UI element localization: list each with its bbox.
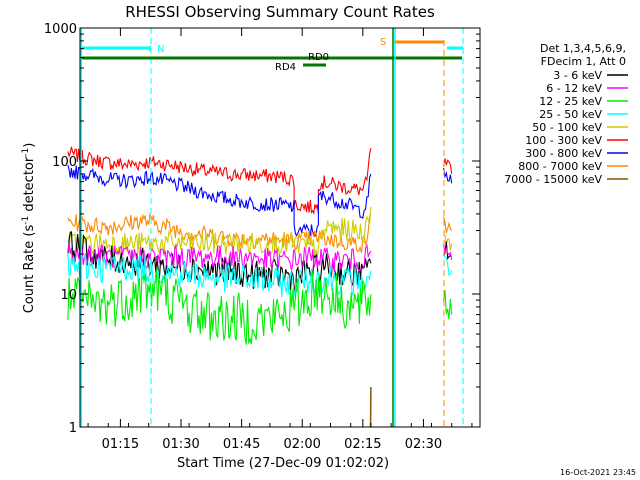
series-7-segment-0 [67, 268, 372, 345]
series-7-segment-1 [443, 290, 453, 320]
y-axis: 1 10 100 1000 [44, 22, 480, 436]
legend-label-0: 3 - 6 keV [553, 69, 602, 82]
x-tick-label-1: 01:30 [162, 437, 199, 452]
flags-layer: N S RD0 RD4 [80, 28, 464, 427]
x-tick-label-5: 02:30 [405, 437, 442, 452]
x-tick-label-4: 02:15 [344, 437, 381, 452]
y-tick-label-0: 1 [69, 421, 77, 436]
legend-label-1: 6 - 12 keV [546, 82, 602, 95]
series-3-segment-1 [443, 234, 453, 251]
x-tick-label-3: 02:00 [283, 437, 320, 452]
series-3 [67, 207, 453, 258]
series-0-segment-1 [443, 158, 453, 174]
series-0-segment-0 [67, 146, 372, 215]
series-1-segment-1 [443, 168, 453, 184]
legend: Det 1,3,4,5,6,9,FDecim 1, Att 03 - 6 keV… [504, 42, 628, 186]
series-layer [67, 146, 453, 428]
x-tick-label-0: 01:15 [102, 437, 139, 452]
plot-area: N S RD0 RD4 [67, 28, 464, 428]
x-axis: 01:15 01:30 01:45 02:00 02:15 02:30 [87, 28, 473, 452]
legend-header-1: FDecim 1, Att 0 [541, 55, 626, 68]
y-axis-label: Count Rate (s-1 detector-1) [21, 143, 37, 314]
y-axis-label-main: Count Rate (s [22, 225, 37, 314]
legend-label-2: 12 - 25 keV [539, 95, 602, 108]
x-axis-label: Start Time (27-Dec-09 01:02:02) [177, 456, 389, 471]
y-tick-label-3: 1000 [44, 22, 77, 37]
series-5-segment-1 [443, 244, 453, 261]
y-axis-label-mid: detector [22, 156, 37, 216]
legend-label-5: 100 - 300 keV [525, 134, 602, 147]
flag-label-s: S [380, 37, 386, 48]
series-3-segment-0 [67, 207, 372, 258]
legend-label-4: 50 - 100 keV [532, 121, 602, 134]
legend-label-3: 25 - 50 keV [539, 108, 602, 121]
series-2-segment-0 [67, 212, 372, 254]
flag-label-rd0: RD0 [308, 52, 329, 63]
series-2-segment-1 [443, 216, 453, 234]
flag-label-rd4: RD4 [275, 62, 296, 73]
y-axis-label-end: ) [22, 143, 37, 148]
y-tick-label-1: 10 [60, 288, 77, 303]
y-axis-label-sup2: -1 [21, 148, 31, 157]
series-7 [67, 268, 453, 345]
series-5 [67, 243, 453, 273]
legend-label-7: 800 - 7000 keV [518, 160, 602, 173]
series-1-segment-0 [67, 164, 372, 238]
series-2 [67, 212, 453, 254]
legend-label-8: 7000 - 15000 keV [504, 173, 602, 186]
y-tick-label-2: 100 [52, 155, 77, 170]
legend-header-0: Det 1,3,4,5,6,9, [540, 42, 626, 55]
timestamp: 16-Oct-2021 23:45 [560, 468, 636, 477]
plot-frame [79, 27, 481, 428]
chart-title: RHESSI Observing Summary Count Rates [125, 3, 435, 21]
series-0 [67, 146, 453, 215]
y-axis-label-sup1: -1 [21, 216, 31, 225]
series-5-segment-0 [67, 243, 372, 273]
series-1 [67, 164, 453, 238]
series-6-segment-1 [443, 253, 453, 277]
legend-label-6: 300 - 800 keV [525, 147, 602, 160]
x-tick-label-2: 01:45 [223, 437, 260, 452]
flag-label-n: N [157, 44, 164, 55]
